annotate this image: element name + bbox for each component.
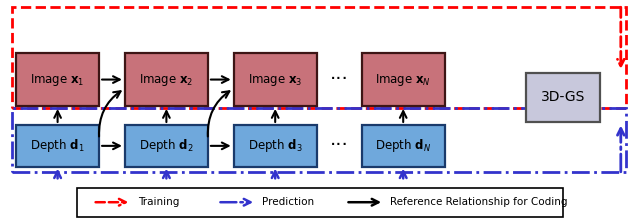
Text: Image $\mathbf{x}_1$: Image $\mathbf{x}_1$ [31,72,84,88]
FancyBboxPatch shape [234,125,317,167]
FancyBboxPatch shape [125,53,208,106]
FancyBboxPatch shape [16,53,99,106]
Text: Image $\mathbf{x}_3$: Image $\mathbf{x}_3$ [248,72,302,88]
Text: ···: ··· [330,136,349,155]
FancyBboxPatch shape [16,125,99,167]
FancyBboxPatch shape [234,53,317,106]
Text: Prediction: Prediction [262,197,314,207]
Text: Depth $\mathbf{d}_1$: Depth $\mathbf{d}_1$ [30,137,85,154]
Text: Image $\mathbf{x}_2$: Image $\mathbf{x}_2$ [140,72,193,88]
FancyBboxPatch shape [362,125,445,167]
FancyBboxPatch shape [77,188,563,217]
Text: Depth $\mathbf{d}_3$: Depth $\mathbf{d}_3$ [248,137,303,154]
Text: Training: Training [138,197,179,207]
FancyBboxPatch shape [125,125,208,167]
Text: Depth $\mathbf{d}_N$: Depth $\mathbf{d}_N$ [375,137,431,154]
Text: Reference Relationship for Coding: Reference Relationship for Coding [390,197,568,207]
Text: Image $\mathbf{x}_N$: Image $\mathbf{x}_N$ [375,72,431,88]
Text: Depth $\mathbf{d}_2$: Depth $\mathbf{d}_2$ [139,137,194,154]
FancyBboxPatch shape [362,53,445,106]
FancyBboxPatch shape [526,73,600,122]
Text: 3D-GS: 3D-GS [541,90,586,104]
Text: ···: ··· [330,70,349,89]
